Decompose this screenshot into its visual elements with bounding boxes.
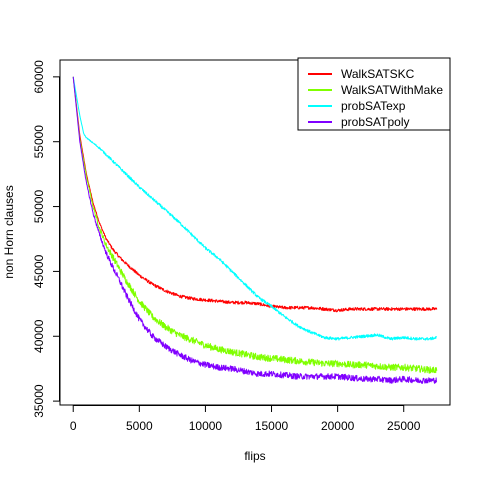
y-tick-label: 35000 — [32, 384, 46, 418]
x-tick-label: 15000 — [255, 419, 289, 433]
legend: WalkSATSKC WalkSATWithMake probSATexp probS… — [297, 57, 451, 131]
y-tick-label: 50000 — [32, 190, 46, 224]
series-line-walksatskc — [72, 76, 438, 313]
x-tick-label: 0 — [70, 419, 77, 433]
legend-label-probsatpoly: probSATpoly — [341, 115, 409, 129]
y-tick-label: 45000 — [32, 254, 46, 288]
x-tick-label: 25000 — [387, 419, 421, 433]
x-tick-label: 5000 — [126, 419, 153, 433]
y-axis-label: non Horn clauses — [2, 185, 16, 278]
series-line-probsatpoly — [72, 76, 438, 384]
legend-label-walksatskc: WalkSATSKC — [341, 67, 415, 81]
y-tick-label: 60000 — [32, 60, 46, 94]
x-tick-label: 10000 — [189, 419, 223, 433]
x-axis: 0 5000 10000 15000 20000 25000 — [70, 405, 421, 433]
series-layer — [72, 76, 438, 384]
x-axis-label: flips — [244, 449, 265, 463]
series-line-walksatwithmake — [72, 76, 438, 374]
x-tick-label: 20000 — [321, 419, 355, 433]
y-tick-label: 40000 — [32, 319, 46, 353]
series-line-probsatexp — [72, 76, 437, 341]
y-axis: 35000 40000 45000 50000 55000 60000 — [32, 60, 60, 418]
y-tick-label: 55000 — [32, 125, 46, 159]
legend-box — [297, 57, 451, 131]
legend-label-walksatwithmake: WalkSATWithMake — [341, 83, 443, 97]
legend-label-probsatexp: probSATexp — [341, 99, 406, 113]
